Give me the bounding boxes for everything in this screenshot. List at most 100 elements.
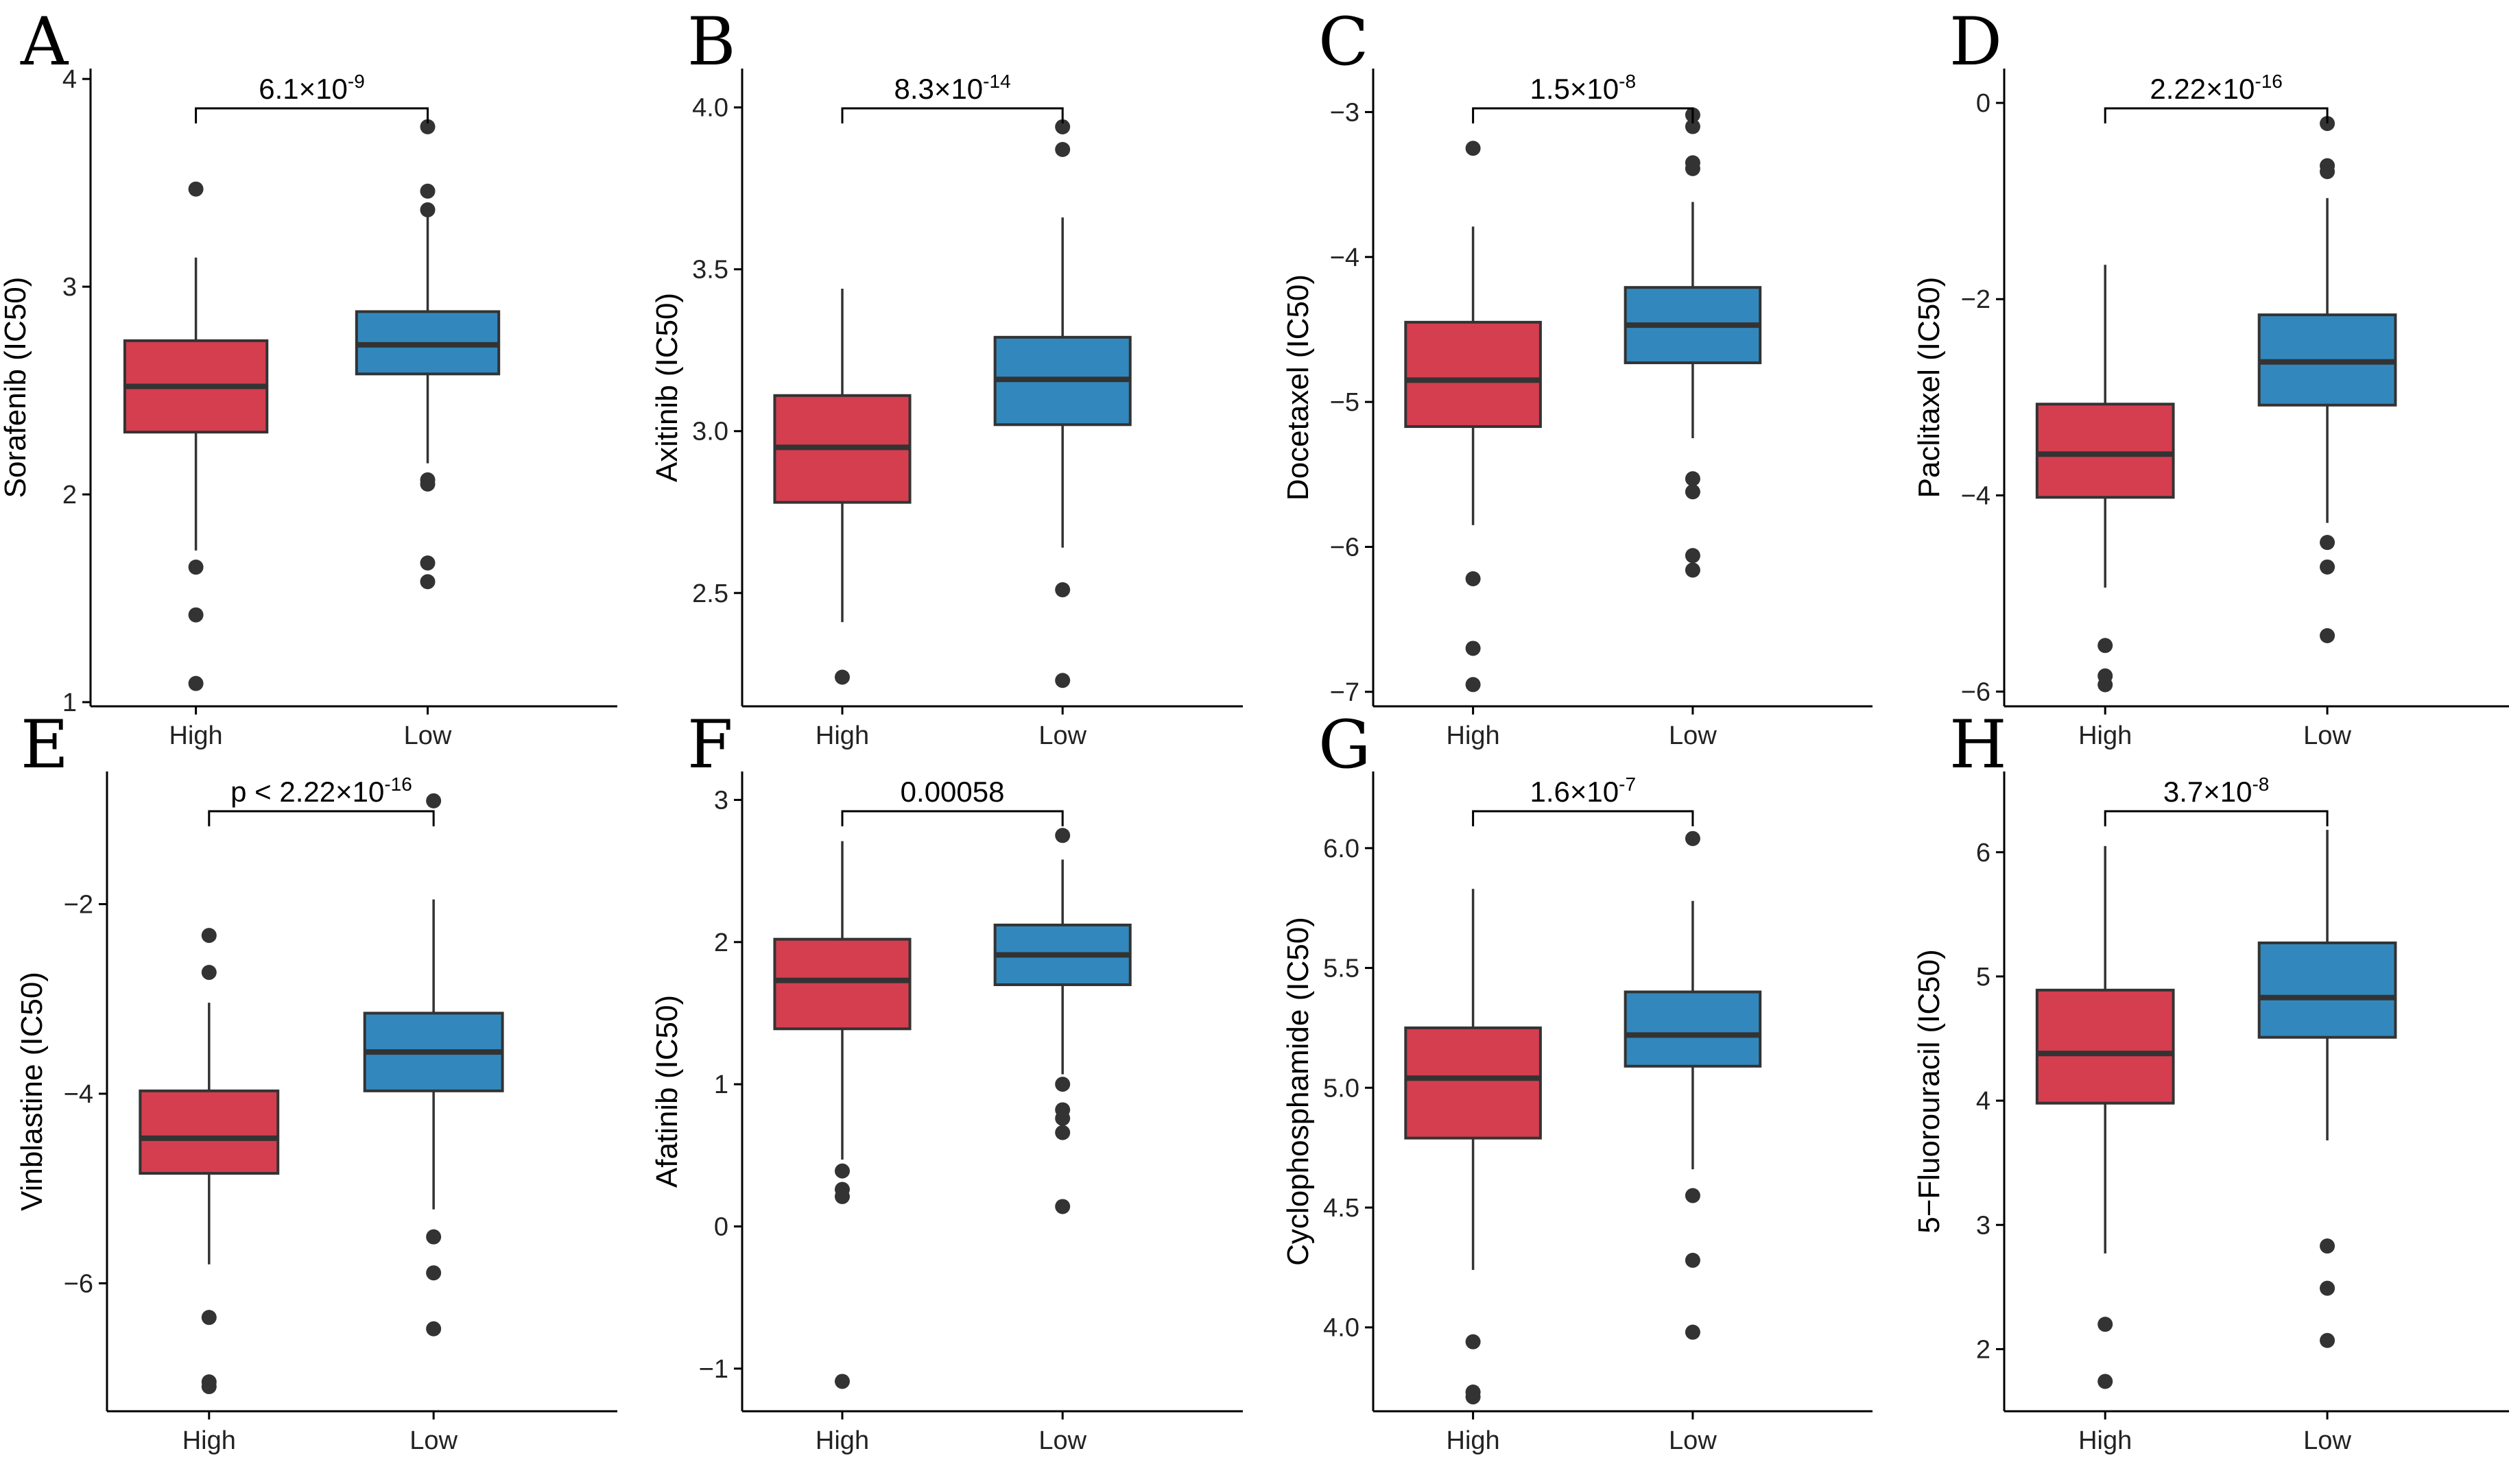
significance-bracket (1472, 810, 1694, 826)
y-tick-label: 1 (714, 1070, 728, 1099)
y-tick-label: −4 (64, 1080, 93, 1109)
outlier-point (1685, 471, 1700, 487)
y-tick-label: −4 (1961, 481, 1990, 510)
x-tick-label: High (1447, 721, 1500, 750)
panel-letter: H (1949, 706, 2007, 783)
y-axis-title: Axitinib (IC50) (650, 293, 684, 482)
panel-letter: G (1318, 706, 1371, 783)
outlier-point (1685, 1324, 1700, 1340)
p-value-label: 3.7×10-8 (2163, 774, 2270, 808)
significance-bracket (1472, 107, 1694, 123)
outlier-point (188, 675, 204, 691)
outlier-point (1685, 484, 1700, 500)
y-tick-label: 2.5 (692, 579, 728, 608)
y-axis-title: Paclitaxel (IC50) (1912, 277, 1946, 499)
outlier-point (420, 183, 436, 199)
outlier-point (835, 1188, 850, 1204)
x-tick-label: High (182, 1426, 236, 1455)
outlier-point (1055, 582, 1071, 598)
y-axis-title: Vinblastine (IC50) (15, 972, 49, 1211)
p-value-exponent: -16 (2255, 71, 2282, 92)
panel-b: B 2.5 3.0 3.5 4.0 Axitinib (IC50) High Low 8.3×1… (650, 3, 1243, 750)
panel-letter: D (1949, 3, 2002, 80)
y-tick-label: 5.0 (1323, 1074, 1359, 1103)
outlier-point (1055, 142, 1071, 158)
panel-f: F −1 0 1 2 3 Afatinib (IC50) High Low 0.00058 (650, 706, 1243, 1455)
box-low (1624, 990, 1762, 1068)
p-value-label: 1.5×10-8 (1530, 71, 1636, 105)
outlier-point (835, 669, 850, 685)
y-tick-label: −6 (64, 1269, 93, 1298)
y-tick-label: 6.0 (1323, 835, 1359, 863)
x-tick-label: High (1447, 1426, 1500, 1455)
y-tick-label: 4 (1976, 1087, 1990, 1116)
box-high (1404, 320, 1542, 429)
box-high (1404, 1026, 1542, 1140)
x-tick-label: Low (409, 1426, 457, 1455)
outlier-point (1055, 119, 1071, 134)
outlier-point (1055, 1125, 1071, 1140)
outlier-point (201, 928, 217, 944)
x-tick-label: High (816, 721, 869, 750)
y-tick-label: 4.5 (1323, 1194, 1359, 1223)
x-tick-label: High (816, 1426, 869, 1455)
p-value-label: p < 2.22×10-16 (230, 774, 412, 808)
y-tick-label: −2 (64, 891, 93, 920)
outlier-point (1465, 571, 1481, 586)
p-value-base: 8.3×10 (894, 73, 984, 105)
y-tick-label: 2 (1976, 1335, 1990, 1364)
outlier-point (1685, 1252, 1700, 1268)
outlier-point (2320, 1332, 2335, 1348)
panel-letter: F (687, 706, 733, 783)
box-low (2257, 942, 2397, 1039)
outlier-point (1685, 1188, 1700, 1203)
x-tick-label: Low (404, 721, 452, 750)
y-tick-label: 2 (714, 928, 728, 957)
p-value-base: 2.22×10 (2150, 73, 2255, 105)
y-tick-label: 0 (1976, 89, 1990, 118)
y-tick-label: −5 (1330, 388, 1359, 417)
p-value-base: 1.5×10 (1530, 73, 1619, 105)
outlier-point (201, 1379, 217, 1395)
outlier-point (835, 1163, 850, 1179)
outlier-point (1465, 1389, 1481, 1405)
p-value-base: 3.7×10 (2163, 776, 2252, 808)
panel-e: E −6 −4 −2 Vinblastine (IC50) High Low p < 2.22… (15, 706, 617, 1455)
p-value-label: 2.22×10-16 (2150, 71, 2282, 105)
significance-bracket (841, 810, 1064, 826)
y-axis-title: Sorafenib (IC50) (0, 277, 32, 499)
y-axis-title: Docetaxel (IC50) (1281, 274, 1315, 501)
outlier-point (426, 793, 442, 808)
p-value-base: p < 2.22×10 (230, 776, 384, 808)
p-value-base: 6.1×10 (259, 73, 348, 105)
y-tick-label: 3 (62, 273, 77, 302)
outlier-point (2320, 1280, 2335, 1296)
p-value-label: 6.1×10-9 (259, 71, 365, 105)
outlier-point (2320, 559, 2335, 575)
y-axis-title: Cyclophosphamide (IC50) (1281, 917, 1315, 1266)
x-tick-label: High (2078, 1426, 2132, 1455)
p-value-exponent: -7 (1619, 774, 1636, 795)
outlier-point (1685, 160, 1700, 176)
outlier-point (2320, 535, 2335, 551)
p-value-exponent: -8 (1619, 71, 1636, 92)
p-value-exponent: -8 (2252, 774, 2269, 795)
p-value-exponent: -16 (384, 774, 412, 795)
y-tick-label: −4 (1330, 243, 1359, 272)
outlier-point (188, 607, 204, 623)
x-tick-label: Low (1038, 721, 1086, 750)
outlier-point (2097, 638, 2113, 654)
y-tick-label: 6 (1976, 839, 1990, 867)
p-value-label: 0.00058 (901, 776, 1005, 808)
x-tick-label: Low (1669, 721, 1717, 750)
outlier-point (426, 1321, 442, 1337)
p-value-exponent: -9 (348, 71, 365, 92)
box-high (139, 1089, 280, 1175)
x-tick-label: Low (2303, 721, 2351, 750)
y-tick-label: 3 (1976, 1211, 1990, 1240)
outlier-point (420, 476, 436, 492)
outlier-point (1685, 562, 1700, 578)
outlier-point (2320, 627, 2335, 643)
x-tick-label: Low (2303, 1426, 2351, 1455)
